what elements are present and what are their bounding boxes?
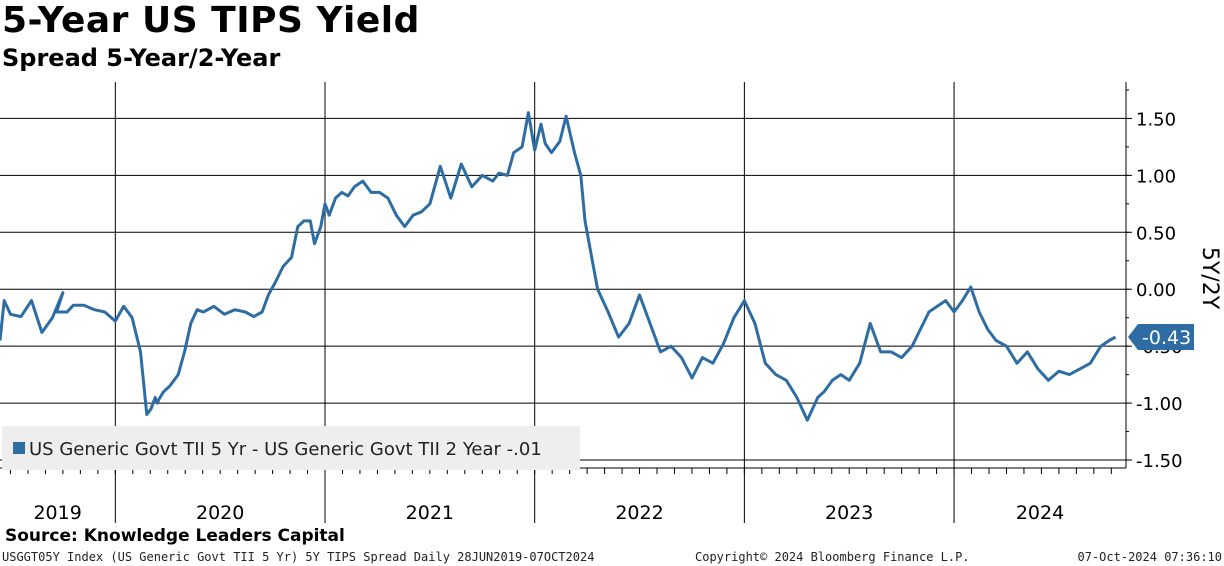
last-value-badge-label: -0.43 [1142, 327, 1191, 349]
series-layer [0, 111, 1117, 422]
legend: US Generic Govt TII 5 Yr - US Generic Go… [2, 426, 580, 470]
x-year-label: 2020 [196, 502, 244, 524]
last-value-badge: -0.43 [1128, 324, 1194, 351]
legend-box [2, 426, 580, 470]
footer-timestamp: 07-Oct-2024 07:36:10 [1077, 550, 1223, 564]
x-year-label: 2023 [825, 502, 873, 524]
source-note: Source: Knowledge Leaders Capital [5, 526, 345, 546]
chart-gridlines [0, 117, 1126, 461]
series-line [0, 111, 1117, 422]
y-axis-label: 5Y/2Y [1197, 247, 1222, 310]
y-axis: 1.501.000.500.00-0.50-1.00-1.50 [1125, 82, 1183, 472]
y-tick-label: -1.50 [1136, 451, 1183, 472]
x-year-label: 2022 [615, 502, 663, 524]
legend-swatch [13, 442, 25, 454]
chart-subtitle: Spread 5-Year/2-Year [2, 44, 281, 72]
chart-title: 5-Year US TIPS Yield [2, 0, 420, 41]
x-year-label: 2021 [406, 502, 454, 524]
x-year-label: 2019 [33, 502, 81, 524]
y-tick-label: 0.00 [1136, 280, 1176, 301]
y-tick-label: 1.50 [1136, 109, 1176, 130]
footer-copyright: Copyright© 2024 Bloomberg Finance L.P. [695, 550, 970, 564]
last-value-badge-shape [1128, 324, 1194, 351]
y-tick-label: 0.50 [1136, 223, 1176, 244]
footer-description: USGGT05Y Index (US Generic Govt TII 5 Yr… [2, 550, 595, 564]
y-tick-label: 1.00 [1136, 166, 1176, 187]
x-year-label: 2024 [1016, 502, 1064, 524]
y-tick-label: -1.00 [1136, 394, 1183, 415]
legend-entry: US Generic Govt TII 5 Yr - US Generic Go… [29, 439, 542, 460]
x-axis-labels: 2019 2020 2021 2022 2023 2024 [33, 502, 1064, 524]
